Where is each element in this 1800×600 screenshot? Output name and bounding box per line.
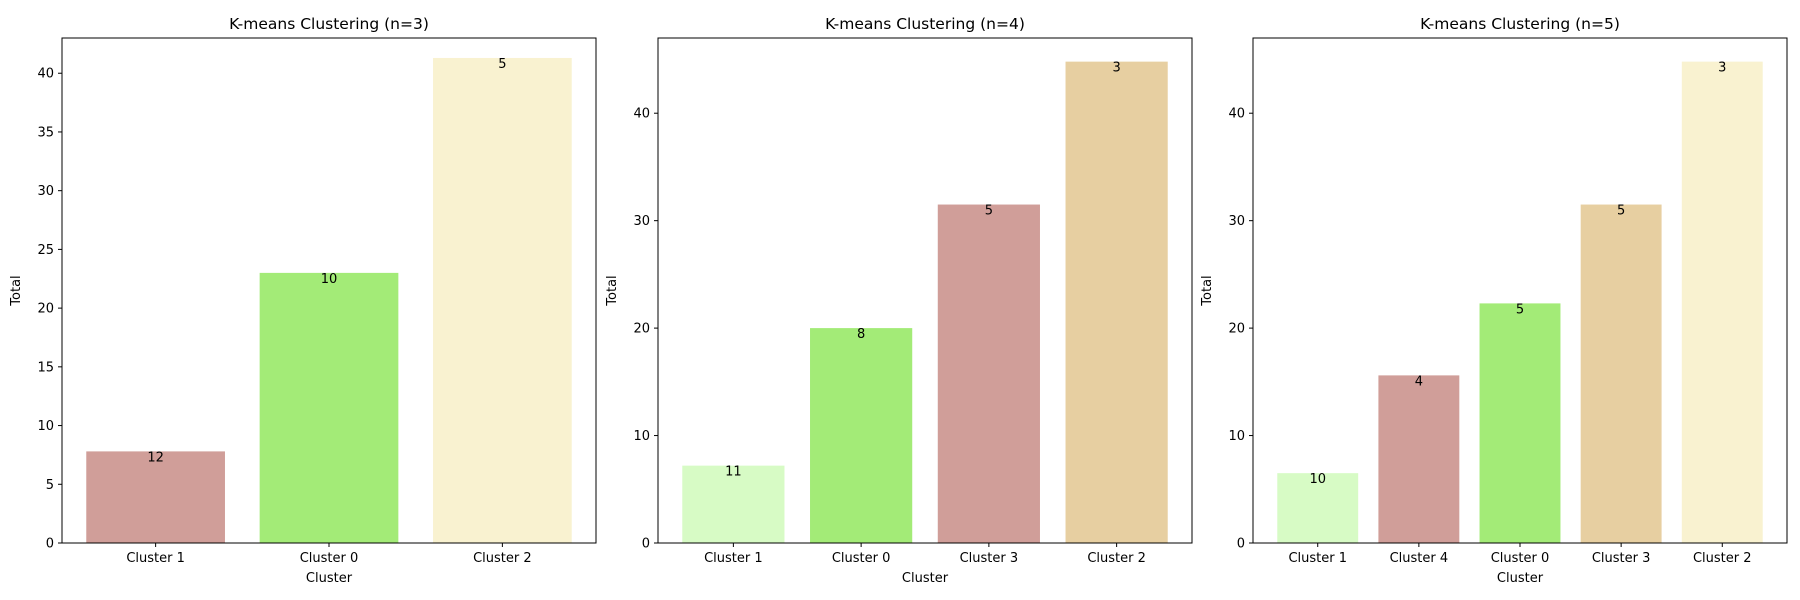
bar-2-1 bbox=[1378, 375, 1460, 543]
bar-label-2-0: 10 bbox=[1309, 472, 1326, 487]
y-tick-label-0-0: 0 bbox=[46, 537, 54, 552]
plot-frame-2 bbox=[1252, 37, 1788, 544]
x-tick-label-0-0: Cluster 1 bbox=[126, 551, 185, 566]
bar-1-0 bbox=[682, 465, 785, 543]
x-tick-label-1-1: Cluster 0 bbox=[832, 551, 891, 566]
x-tick-label-2-2: Cluster 0 bbox=[1491, 551, 1550, 566]
y-tick-label-0-5: 25 bbox=[37, 243, 54, 258]
x-tick-label-1-2: Cluster 3 bbox=[960, 551, 1019, 566]
bar-label-1-2: 5 bbox=[985, 204, 993, 219]
x-axis-label-2: Cluster bbox=[1497, 571, 1544, 586]
chart-panel-1: 11 Cluster 1 8 Cluster 0 5 Cluster 3 3 Cluster … bbox=[605, 15, 1193, 586]
bar-label-1-3: 3 bbox=[1112, 61, 1120, 76]
y-tick-label-2-3: 30 bbox=[1228, 214, 1245, 229]
y-tick-label-0-7: 35 bbox=[37, 125, 54, 140]
y-tick-label-1-3: 30 bbox=[633, 214, 650, 229]
y-axis-label-2: Total bbox=[1200, 275, 1215, 306]
bar-1-3 bbox=[1065, 61, 1168, 543]
bar-label-1-0: 11 bbox=[725, 465, 742, 480]
bar-2-3 bbox=[1580, 204, 1662, 544]
bar-label-0-1: 10 bbox=[321, 272, 338, 287]
chart-panel-2: 10 Cluster 1 4 Cluster 4 5 Cluster 0 5 Cluster … bbox=[1200, 15, 1788, 586]
y-tick-label-0-2: 10 bbox=[37, 419, 54, 434]
y-tick-label-1-1: 10 bbox=[633, 429, 650, 444]
x-axis-label-0: Cluster bbox=[306, 571, 353, 586]
bar-1-2 bbox=[937, 204, 1040, 544]
x-tick-label-2-0: Cluster 1 bbox=[1288, 551, 1347, 566]
plot-frame-0 bbox=[61, 37, 597, 544]
x-tick-label-0-1: Cluster 0 bbox=[300, 551, 359, 566]
bar-2-4 bbox=[1681, 61, 1763, 543]
x-axis-label-1: Cluster bbox=[902, 571, 949, 586]
y-tick-label-0-8: 40 bbox=[37, 67, 54, 82]
bar-label-0-0: 12 bbox=[147, 450, 164, 465]
bar-label-2-3: 5 bbox=[1617, 204, 1625, 219]
y-tick-label-0-3: 15 bbox=[37, 360, 54, 375]
y-axis-label-0: Total bbox=[9, 275, 24, 306]
x-tick-label-0-2: Cluster 2 bbox=[473, 551, 532, 566]
chart-title-1: K-means Clustering (n=4) bbox=[825, 15, 1025, 33]
x-tick-label-2-3: Cluster 3 bbox=[1592, 551, 1651, 566]
bar-label-2-1: 4 bbox=[1415, 374, 1423, 389]
y-tick-label-1-4: 40 bbox=[633, 107, 650, 122]
bar-label-1-1: 8 bbox=[857, 327, 865, 342]
chart-panel-0: 12 Cluster 1 10 Cluster 0 5 Cluster 2 0 5 10 15 20… bbox=[9, 15, 597, 586]
bar-1-1 bbox=[810, 328, 913, 543]
y-tick-label-1-0: 0 bbox=[642, 537, 650, 552]
y-tick-label-2-4: 40 bbox=[1228, 107, 1245, 122]
bar-label-2-4: 3 bbox=[1718, 61, 1726, 76]
bar-label-2-2: 5 bbox=[1516, 302, 1524, 317]
y-tick-label-0-6: 30 bbox=[37, 184, 54, 199]
chart-title-2: K-means Clustering (n=5) bbox=[1420, 15, 1620, 33]
bar-0-0 bbox=[86, 451, 225, 543]
bar-0-1 bbox=[259, 272, 399, 543]
y-tick-label-2-1: 10 bbox=[1228, 429, 1245, 444]
chart-title-0: K-means Clustering (n=3) bbox=[229, 15, 429, 33]
bar-0-2 bbox=[433, 57, 572, 543]
y-axis-label-1: Total bbox=[605, 275, 620, 306]
y-tick-label-0-1: 5 bbox=[46, 478, 54, 493]
x-tick-label-2-4: Cluster 2 bbox=[1693, 551, 1752, 566]
bar-label-0-2: 5 bbox=[498, 57, 506, 72]
x-tick-label-2-1: Cluster 4 bbox=[1390, 551, 1449, 566]
y-tick-label-2-2: 20 bbox=[1228, 322, 1245, 337]
bar-2-2 bbox=[1479, 303, 1561, 543]
x-tick-label-1-3: Cluster 2 bbox=[1087, 551, 1146, 566]
y-tick-label-1-2: 20 bbox=[633, 322, 650, 337]
plot-frame-1 bbox=[657, 37, 1193, 544]
y-tick-label-0-4: 20 bbox=[37, 302, 54, 317]
y-tick-label-2-0: 0 bbox=[1237, 537, 1245, 552]
bar-2-0 bbox=[1277, 473, 1359, 543]
x-tick-label-1-0: Cluster 1 bbox=[704, 551, 763, 566]
